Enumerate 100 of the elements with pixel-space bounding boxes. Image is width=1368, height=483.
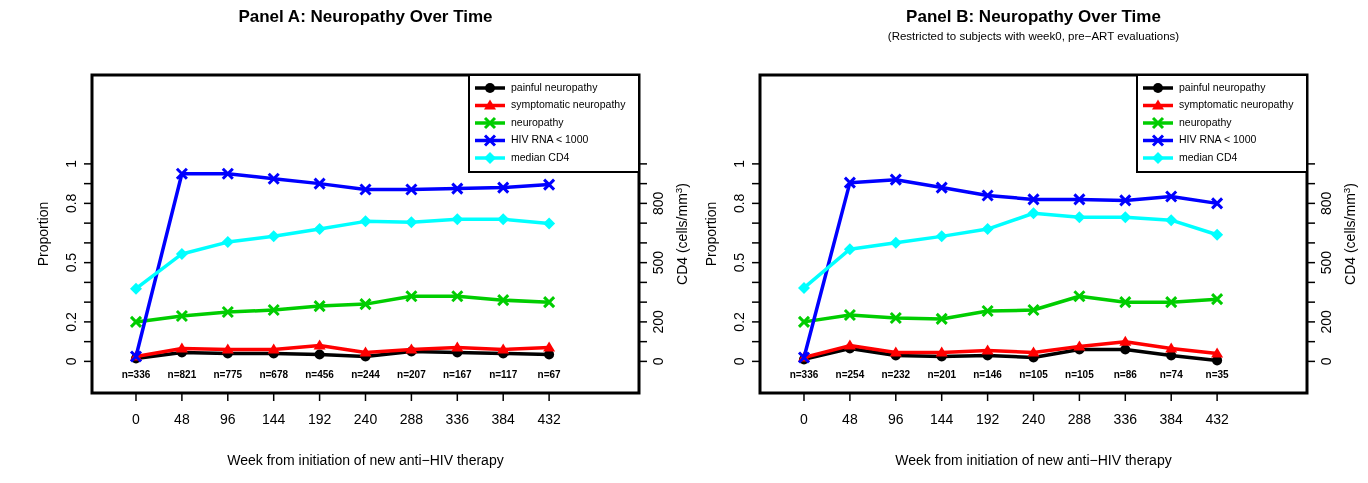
point — [843, 243, 856, 256]
point — [175, 309, 189, 323]
point — [267, 172, 281, 186]
y2-tick-label: 0 — [1318, 357, 1334, 366]
point — [496, 293, 510, 307]
x-tick-label: 288 — [399, 411, 424, 427]
annotation: n=336 — [121, 368, 151, 380]
point — [542, 178, 556, 192]
annotation: n=201 — [927, 368, 957, 380]
point — [1027, 192, 1040, 206]
x-tick-label: 48 — [174, 411, 190, 427]
point — [543, 217, 556, 230]
point — [935, 181, 949, 195]
x-tick-label: 144 — [930, 411, 954, 427]
y2-tick-label: 0 — [650, 357, 666, 366]
annotation: n=35 — [1205, 368, 1230, 380]
point — [935, 230, 948, 243]
point — [267, 303, 281, 317]
point — [359, 297, 372, 311]
point — [981, 344, 994, 355]
chart-subtitle: (Restricted to subjects with week0, pre−ART evaluations) — [887, 30, 1180, 42]
y-axis-title: Proportion — [35, 201, 51, 267]
y2-tick-label: 800 — [650, 191, 666, 216]
annotation: n=67 — [537, 368, 562, 380]
annotation: n=86 — [1113, 368, 1138, 380]
point — [496, 181, 510, 195]
point — [1072, 289, 1086, 303]
point — [221, 343, 234, 354]
point — [359, 346, 372, 357]
point — [450, 289, 464, 303]
y2-tick-label: 200 — [650, 310, 666, 334]
annotation: n=678 — [259, 368, 289, 380]
point — [451, 341, 464, 352]
x-axis-title: Week from initiation of new anti−HIV therapy — [227, 452, 504, 468]
legend-label: symptomatic neuropathy — [511, 98, 627, 111]
y-tick-label: 0 — [63, 357, 79, 366]
x-axis-title: Week from initiation of new anti−HIV therapy — [895, 452, 1172, 468]
chart-title: Panel A: Neuropathy Over Time — [238, 7, 493, 26]
legend-label: HIV RNA < 1000 — [1179, 133, 1257, 146]
point — [1164, 189, 1178, 203]
annotation: n=117 — [489, 368, 518, 380]
y-axis-title: Proportion — [703, 201, 719, 267]
point — [843, 176, 857, 190]
point — [1210, 292, 1224, 306]
y-tick-label: 0 — [731, 357, 747, 366]
y-tick-label: 1 — [731, 159, 747, 168]
legend-label: symptomatic neuropathy — [1179, 98, 1295, 111]
x-tick-label: 432 — [1205, 411, 1229, 427]
legend-label: median CD4 — [511, 150, 570, 163]
chart-title: Panel B: Neuropathy Over Time — [906, 7, 1161, 26]
y-tick-label: 0.8 — [63, 193, 79, 214]
annotation: n=336 — [789, 368, 819, 380]
x-tick-label: 192 — [307, 411, 332, 427]
point — [1119, 335, 1132, 346]
y-tick-label: 0.5 — [731, 252, 747, 273]
point — [175, 342, 188, 353]
point — [843, 308, 857, 322]
annotation: n=775 — [213, 368, 243, 380]
point — [1118, 295, 1132, 309]
x-tick-label: 384 — [491, 411, 516, 427]
point — [889, 236, 902, 249]
point — [1211, 347, 1224, 358]
point — [935, 312, 949, 326]
point — [1118, 193, 1132, 207]
y-tick-label: 1 — [63, 159, 79, 168]
legend-label: HIV RNA < 1000 — [511, 133, 589, 146]
point — [1072, 192, 1086, 206]
point — [542, 295, 556, 309]
point — [404, 289, 418, 303]
x-tick-label: 336 — [1113, 411, 1138, 427]
point — [313, 299, 327, 313]
legend-label: median CD4 — [1179, 150, 1238, 163]
annotation: n=244 — [351, 368, 381, 380]
annotation: n=167 — [442, 368, 473, 380]
point — [797, 315, 811, 329]
point — [404, 183, 418, 197]
x-tick-label: 288 — [1067, 411, 1092, 427]
y-tick-label: 0.8 — [731, 193, 747, 214]
point — [889, 346, 902, 357]
x-tick-label: 96 — [220, 411, 236, 427]
point — [221, 305, 235, 319]
point — [1165, 214, 1178, 227]
point — [129, 315, 143, 329]
point — [267, 343, 280, 354]
point — [543, 341, 556, 352]
point — [889, 173, 903, 187]
point — [314, 349, 325, 360]
point — [1164, 295, 1178, 309]
legend-label: neuropathy — [511, 115, 565, 128]
y2-tick-label: 500 — [1318, 250, 1334, 275]
x-tick-label: 0 — [800, 411, 809, 427]
annotation: n=207 — [397, 368, 427, 380]
x-tick-label: 48 — [842, 411, 858, 427]
point — [359, 183, 372, 197]
point — [1210, 196, 1224, 210]
x-tick-label: 96 — [888, 411, 904, 427]
annotation: n=146 — [973, 368, 1003, 380]
x-tick-label: 384 — [1159, 411, 1184, 427]
point — [981, 304, 995, 318]
point — [981, 223, 994, 236]
